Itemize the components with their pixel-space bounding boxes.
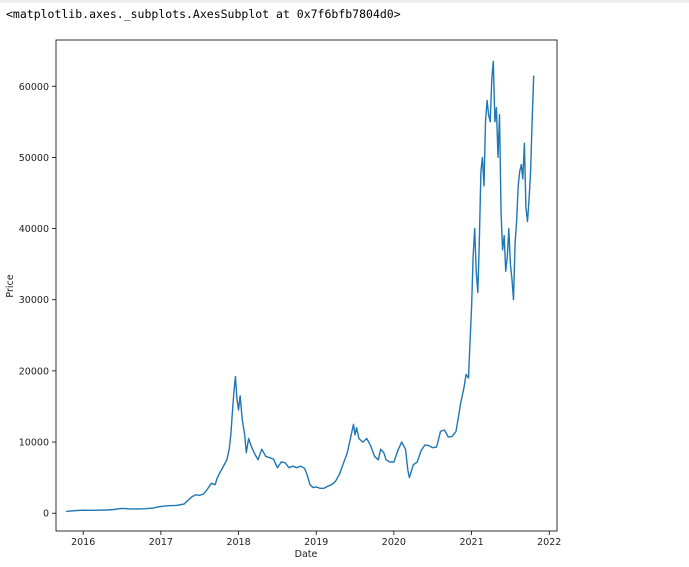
x-axis: 2016 2017 2018 2019 2020 2021 2022 — [71, 531, 561, 548]
y-tick-label: 30000 — [19, 295, 49, 306]
x-tick-label: 2019 — [304, 537, 328, 548]
y-tick-label: 10000 — [19, 438, 49, 449]
x-tick-label: 2020 — [382, 537, 406, 548]
y-tick-label: 40000 — [19, 224, 49, 235]
y-tick-label: 0 — [43, 509, 49, 520]
x-tick-label: 2017 — [149, 537, 173, 548]
y-tick-label: 60000 — [19, 82, 49, 93]
y-axis-label: Price — [5, 274, 16, 297]
y-axis: 0 10000 20000 30000 40000 50000 60000 — [19, 82, 56, 520]
x-axis-label: Date — [295, 549, 318, 560]
x-tick-label: 2022 — [537, 537, 561, 548]
output-area-top-border — [0, 0, 689, 3]
y-tick-label: 50000 — [19, 153, 49, 164]
price-series-line — [66, 60, 535, 513]
output-repr-text: <matplotlib.axes._subplots.AxesSubplot a… — [6, 7, 401, 21]
y-tick-label: 20000 — [19, 366, 49, 377]
x-tick-label: 2021 — [459, 537, 483, 548]
x-tick-label: 2016 — [71, 537, 95, 548]
x-tick-label: 2018 — [226, 537, 250, 548]
plot-area — [55, 39, 558, 532]
